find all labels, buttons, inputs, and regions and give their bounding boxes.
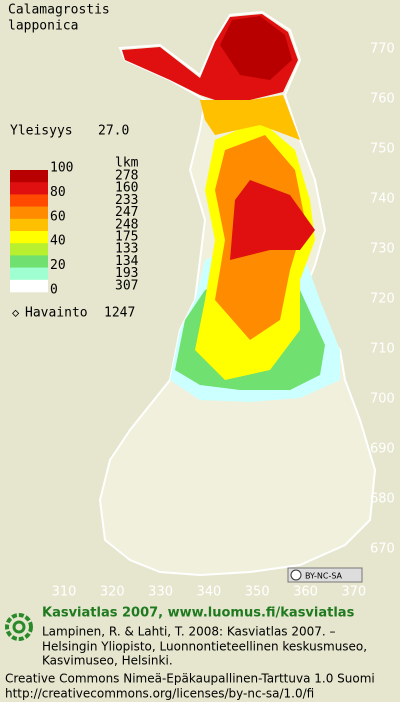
species-name: Calamagrostis <box>8 3 110 18</box>
obs-label: Havainto <box>25 306 88 321</box>
x-axis-label: 330 <box>148 585 173 600</box>
obs-value: 1247 <box>104 306 135 321</box>
legend-band <box>10 182 48 195</box>
legend-band <box>10 170 48 183</box>
x-axis-label: 310 <box>52 585 77 600</box>
legend-count: 193 <box>115 266 138 281</box>
y-axis-label: 710 <box>370 342 395 357</box>
frequency-label: Yleisyys <box>10 124 73 139</box>
area-darkred-north <box>220 16 292 80</box>
y-axis-label: 760 <box>370 92 395 107</box>
legend-scale-label: 20 <box>50 258 66 273</box>
y-axis-label: 700 <box>370 392 395 407</box>
y-axis-label: 750 <box>370 142 395 157</box>
citation: Lampinen, R. & Lahti, T. 2008: Kasviatla… <box>42 625 336 639</box>
species-name: lapponica <box>8 19 78 34</box>
license-url: http://creativecommons.org/licenses/by-n… <box>5 687 314 701</box>
x-axis-label: 340 <box>196 585 221 600</box>
legend-band <box>10 243 48 256</box>
x-axis-label: 360 <box>293 585 318 600</box>
count-header: lkm <box>115 156 139 171</box>
x-axis-label: 370 <box>341 585 366 600</box>
y-axis-label: 740 <box>370 192 395 207</box>
area-gold <box>200 95 300 140</box>
y-axis-label: 730 <box>370 242 395 257</box>
y-axis-label: 770 <box>370 42 395 57</box>
legend-band <box>10 194 48 207</box>
legend-count: 248 <box>115 217 138 232</box>
legend-count: 134 <box>115 254 139 269</box>
legend-band <box>10 267 48 281</box>
legend-count: 233 <box>115 193 138 208</box>
legend-scale-label: 80 <box>50 185 66 200</box>
legend-count: 160 <box>115 181 138 196</box>
legend-scale-label: 100 <box>50 161 73 176</box>
x-axis-label: 320 <box>100 585 125 600</box>
legend-band <box>10 218 48 232</box>
badge <box>287 567 363 583</box>
citation: Kasvimuseo, Helsinki. <box>42 654 173 668</box>
x-axis-label: 350 <box>245 585 270 600</box>
badge-icon <box>290 569 302 581</box>
site-title: Kasviatlas 2007, www.luomus.fi/kasviatla… <box>42 606 355 621</box>
occurrence-areas <box>122 14 340 402</box>
legend-scale-label: 40 <box>50 234 66 249</box>
legend-band <box>10 255 48 268</box>
license: Creative Commons Nimeä-Epäkaupallinen-Ta… <box>5 672 375 686</box>
legend-scale-label: 0 <box>50 283 58 298</box>
legend-count: 307 <box>115 278 138 293</box>
y-axis-label: 720 <box>370 292 395 307</box>
y-axis-label: 670 <box>370 542 395 557</box>
y-axis-label: 690 <box>370 442 395 457</box>
badge-text: BY-NC-SA <box>305 572 343 581</box>
axes: 770 760 750 740 730 720 710 700 690 680 670 310 320 3… <box>52 42 395 600</box>
legend-band <box>10 206 48 220</box>
frequency-value: 27.0 <box>98 124 129 139</box>
obs-symbol: ◇ <box>12 306 20 320</box>
legend-band <box>10 279 48 293</box>
y-axis-label: 680 <box>370 492 395 507</box>
area-red-mid <box>230 180 315 260</box>
legend-count: 278 <box>115 169 138 184</box>
logo <box>5 613 33 641</box>
legend-band <box>10 231 48 244</box>
legend-count: 133 <box>115 242 138 257</box>
legend-scale-label: 60 <box>50 209 66 224</box>
legend-count: 247 <box>115 205 138 220</box>
citation: Helsingin Yliopisto, Luonnontieteellinen… <box>42 640 367 654</box>
legend-count: 175 <box>115 230 138 245</box>
